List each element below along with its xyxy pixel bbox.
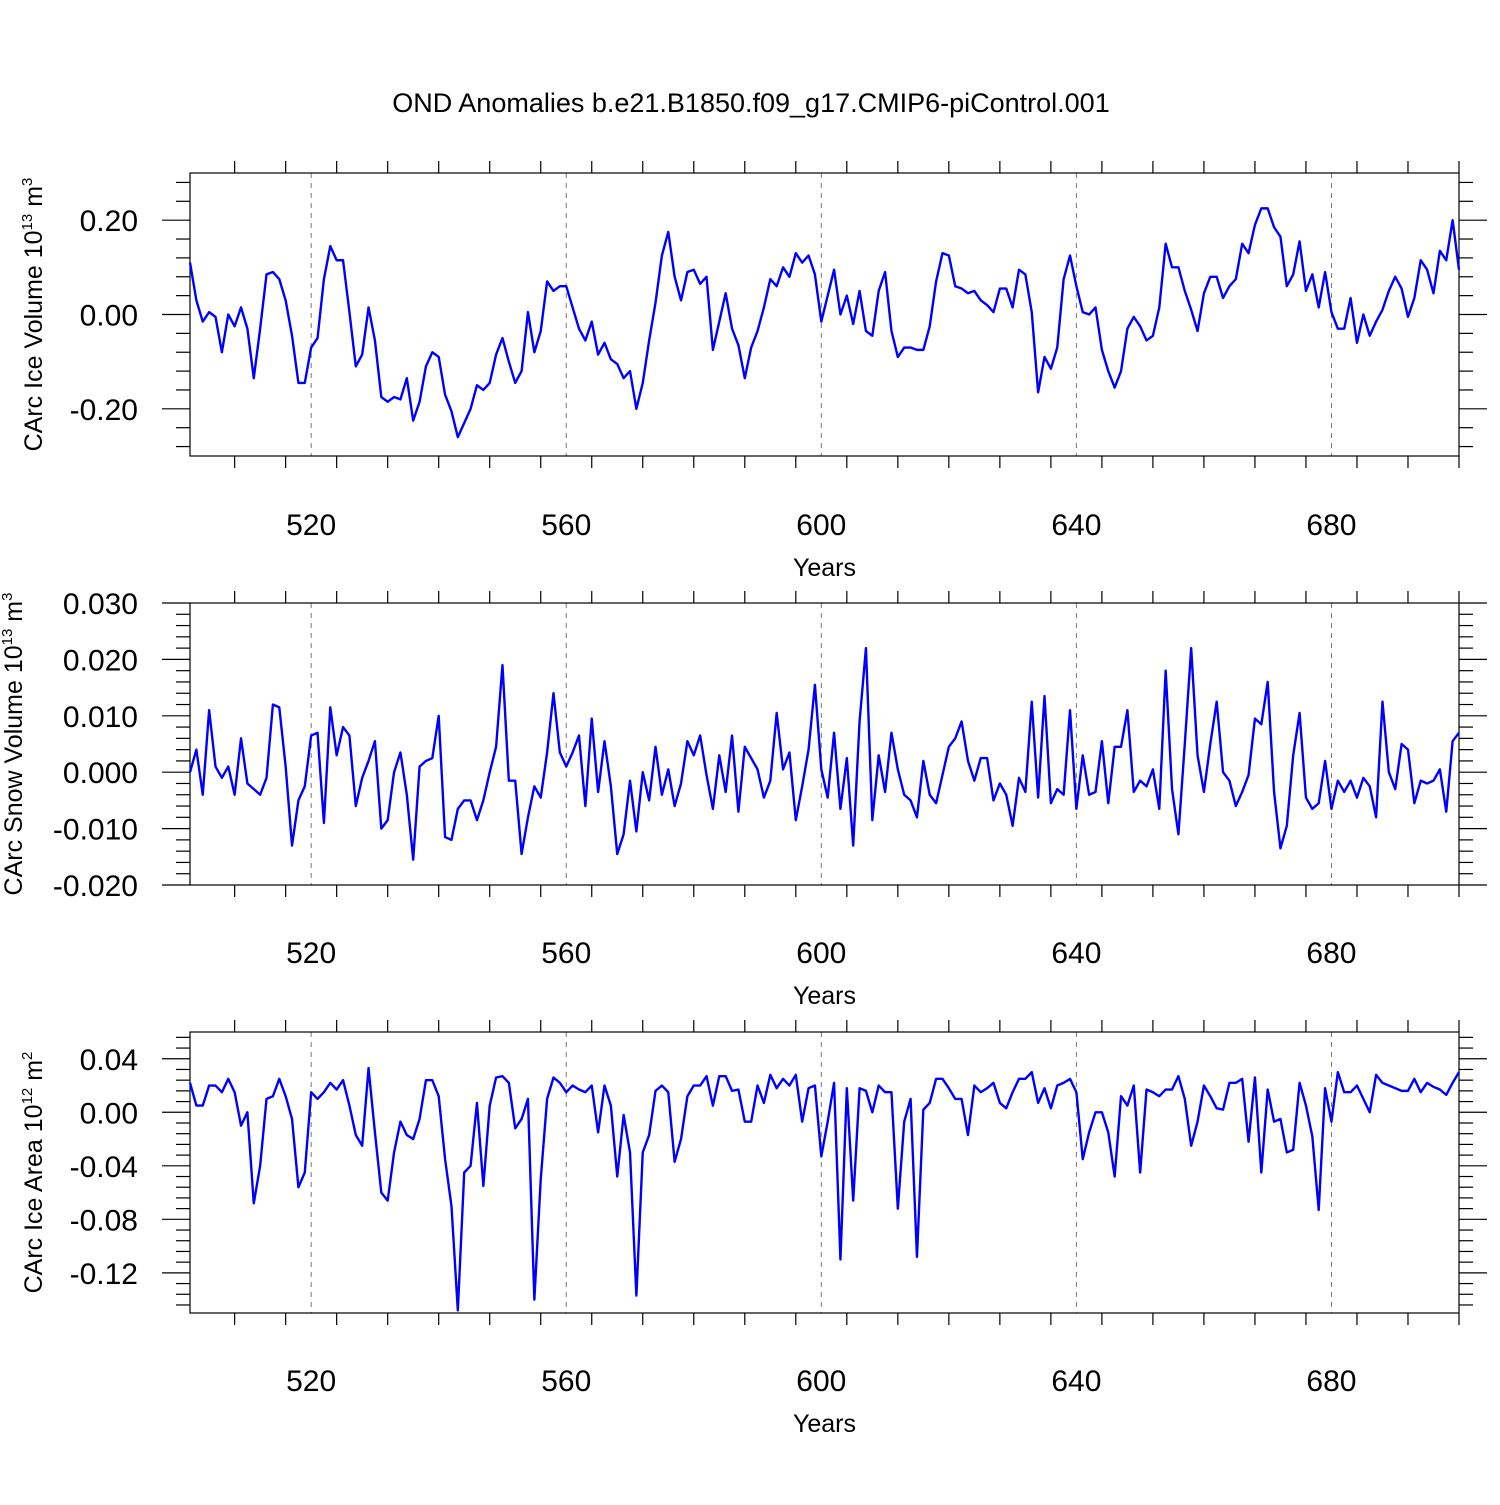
y-tick-label: -0.12 (70, 1258, 138, 1291)
series-line (188, 207, 1461, 439)
y-axis-title-exponent: 13 (0, 629, 16, 646)
y-axis-title-text: CArc Snow Volume 10 (0, 645, 28, 895)
plot-frame (189, 1031, 1460, 1314)
y-tick-label: -0.020 (53, 870, 138, 903)
y-axis-title: CArc Ice Area 1012 m2 (19, 1052, 48, 1294)
x-axis-title: Years (793, 1410, 856, 1438)
y-tick-label: 0.00 (80, 300, 138, 333)
x-tick-label: 600 (796, 937, 846, 970)
y-tick-label: 0.000 (63, 757, 138, 790)
x-tick-label: 520 (286, 509, 336, 542)
x-tick-label: 640 (1051, 937, 1101, 970)
y-tick-label: -0.08 (70, 1204, 138, 1237)
plot-frame (189, 602, 1460, 886)
y-tick-label: -0.010 (53, 814, 138, 847)
y-axis-title-unit: m (20, 1060, 48, 1088)
x-tick-label: 520 (286, 1365, 336, 1398)
y-axis-title-unit: m (20, 186, 48, 214)
y-axis-title: CArc Snow Volume 1013 m3 (0, 593, 28, 896)
panel-3: 520 560 600 640 680 -0.12 -0.08 -0.04 0.00 0.04 Ye… (19, 1020, 1487, 1438)
series-line (188, 646, 1460, 861)
y-axis-title-text: CArc Ice Volume 10 (20, 230, 48, 451)
x-tick-label: 520 (286, 937, 336, 970)
plot-frame (189, 172, 1460, 457)
x-tick-label: 680 (1306, 1365, 1356, 1398)
y-axis-title-exponent: 13 (19, 214, 36, 231)
series-line (188, 1066, 1461, 1312)
y-tick-label: -0.20 (70, 394, 138, 427)
y-tick-label: 0.020 (63, 644, 138, 677)
y-axis-title-unit-exponent: 2 (19, 1052, 36, 1060)
y-tick-label: 0.010 (63, 701, 138, 734)
y-axis-title-text: CArc Ice Area 10 (20, 1104, 48, 1293)
panel-2: 520 560 600 640 680 -0.020 -0.010 0.000 0.010 0.0… (0, 588, 1487, 1010)
x-tick-label: 680 (1306, 937, 1356, 970)
y-tick-label: -0.04 (70, 1151, 138, 1184)
x-tick-label: 640 (1051, 1365, 1101, 1398)
y-tick-label: 0.04 (80, 1044, 138, 1077)
y-axis-title-unit: m (0, 601, 28, 629)
y-axis-title-unit-exponent: 3 (19, 178, 36, 186)
x-tick-label: 560 (541, 509, 591, 542)
x-axis-title: Years (793, 554, 856, 582)
x-axis-title: Years (793, 982, 856, 1010)
y-tick-label: 0.00 (80, 1097, 138, 1130)
x-tick-label: 600 (796, 509, 846, 542)
panel-1: 520 560 600 640 680 -0.20 0.00 0.20 Years CArc Ic… (19, 161, 1487, 582)
x-tick-label: 560 (541, 1365, 591, 1398)
x-tick-label: 600 (796, 1365, 846, 1398)
y-axis-title-exponent: 12 (19, 1088, 36, 1105)
x-tick-label: 640 (1051, 509, 1101, 542)
chart-title: OND Anomalies b.e21.B1850.f09_g17.CMIP6-… (392, 88, 1109, 118)
x-tick-label: 560 (541, 937, 591, 970)
y-tick-label: 0.20 (80, 205, 138, 238)
x-tick-label: 680 (1306, 509, 1356, 542)
y-axis-title-unit-exponent: 3 (0, 593, 16, 601)
y-axis-title: CArc Ice Volume 1013 m3 (19, 178, 48, 452)
y-tick-label: 0.030 (63, 588, 138, 621)
